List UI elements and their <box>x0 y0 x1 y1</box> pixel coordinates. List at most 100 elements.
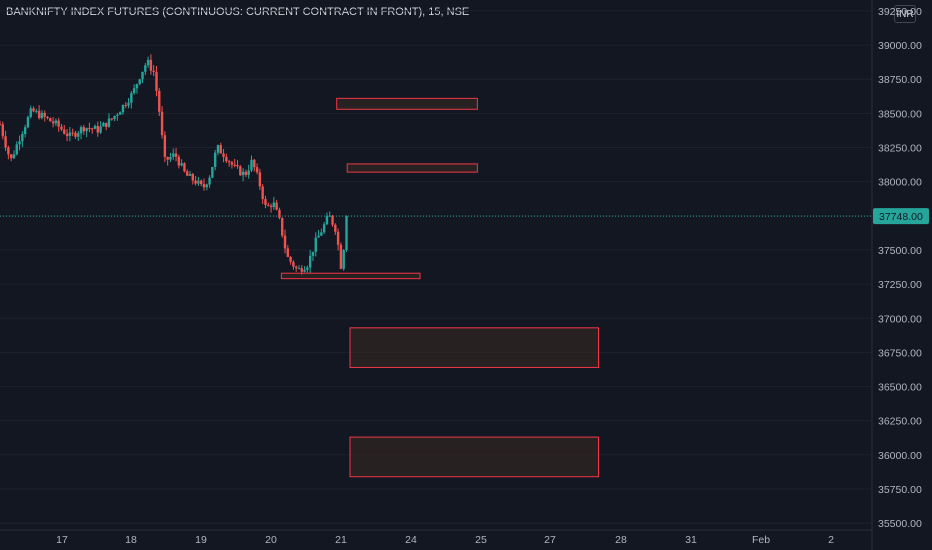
candle-body <box>107 118 111 127</box>
candle-body <box>191 174 195 181</box>
candle-body <box>21 133 24 142</box>
candle-body <box>303 269 306 272</box>
candle-body <box>32 108 35 112</box>
candle-body <box>339 244 343 269</box>
candle-body <box>320 232 323 236</box>
time-tick-label: 19 <box>195 534 207 546</box>
candle-body <box>342 250 345 269</box>
candle-body <box>144 65 147 72</box>
candle-body <box>15 144 18 155</box>
candle-body <box>35 110 38 112</box>
candle-body <box>197 180 200 184</box>
zone-box-5[interactable] <box>349 436 599 478</box>
candle-body <box>54 120 58 124</box>
candle-body <box>219 145 222 154</box>
candle-body <box>169 156 172 160</box>
candle-body <box>278 209 281 218</box>
candle-body <box>208 177 211 185</box>
candle-body <box>247 170 250 175</box>
candle-body <box>110 118 113 120</box>
price-tick-label: 35500.00 <box>878 518 922 530</box>
candle-body <box>91 128 94 130</box>
candle-body <box>40 112 44 119</box>
candle-body <box>264 199 267 205</box>
candle-body <box>283 235 287 249</box>
candle-body <box>60 126 63 130</box>
zone-box-2[interactable] <box>346 163 478 173</box>
candle-body <box>79 127 83 134</box>
candle-body <box>300 268 303 272</box>
candle-body <box>328 215 331 217</box>
candle-body <box>297 268 301 270</box>
candle-body <box>49 118 52 122</box>
grid <box>0 10 872 524</box>
time-tick-label: 21 <box>335 534 347 546</box>
price-tick-label: 38000.00 <box>878 177 922 189</box>
candle-body <box>213 152 217 167</box>
currency-badge[interactable]: INR <box>894 5 916 23</box>
candle-body <box>241 171 245 176</box>
time-tick-label: 25 <box>475 534 487 546</box>
candle-body <box>267 204 270 206</box>
candle-body <box>146 59 150 66</box>
candle-body <box>286 248 290 257</box>
candle-body <box>132 88 136 94</box>
candle-body <box>71 132 74 134</box>
candle-body <box>88 128 91 130</box>
candle-body <box>43 112 46 117</box>
candle-body <box>322 224 326 233</box>
candle-body <box>104 122 108 127</box>
candle-body <box>289 256 292 262</box>
candle-body <box>186 171 189 176</box>
candle-body <box>160 111 164 136</box>
price-tick-label: 37000.00 <box>878 313 922 325</box>
candle-body <box>121 104 125 113</box>
zone-box-1[interactable] <box>336 97 478 110</box>
time-tick-label: 27 <box>544 534 556 546</box>
candle-body <box>172 153 175 157</box>
candle-body <box>135 84 139 89</box>
candle-body <box>239 166 242 176</box>
candle-body <box>93 125 97 129</box>
zone-box-4[interactable] <box>349 327 599 368</box>
candle-body <box>26 117 30 128</box>
candle-body <box>216 145 220 153</box>
candle-body <box>292 261 295 267</box>
time-tick-label: 24 <box>405 534 417 546</box>
candle-body <box>314 237 317 252</box>
candle-body <box>331 215 334 225</box>
candle-body <box>82 127 86 132</box>
candle-body <box>255 167 259 173</box>
candle-body <box>85 128 88 132</box>
time-tick-label: 2 <box>828 534 834 546</box>
candle-body <box>225 156 228 162</box>
candle-body <box>9 154 13 159</box>
candle-body <box>113 115 116 120</box>
candle-body <box>253 159 256 168</box>
candle-body <box>127 102 130 106</box>
time-tick-label: 31 <box>685 534 697 546</box>
candle-body <box>74 132 77 137</box>
price-tick-label: 38500.00 <box>878 108 922 120</box>
candle-body <box>188 174 192 176</box>
candle-body <box>205 184 208 188</box>
candle-body <box>281 217 284 236</box>
candle-body <box>158 90 161 112</box>
candle-body <box>227 161 231 163</box>
candles <box>0 54 348 275</box>
candle-body <box>130 93 133 103</box>
candle-body <box>272 202 276 208</box>
candle-body <box>336 231 340 245</box>
zone-box-3[interactable] <box>280 272 421 280</box>
price-tick-label: 37250.00 <box>878 279 922 291</box>
candle-body <box>222 153 225 157</box>
candle-body <box>275 202 278 210</box>
candle-body <box>183 163 186 172</box>
price-tick-label: 38750.00 <box>878 74 922 86</box>
candle-body <box>194 180 197 184</box>
candle-body <box>65 133 69 136</box>
last-price-tag <box>873 208 929 225</box>
candle-body <box>4 136 7 148</box>
candle-body <box>308 255 312 268</box>
